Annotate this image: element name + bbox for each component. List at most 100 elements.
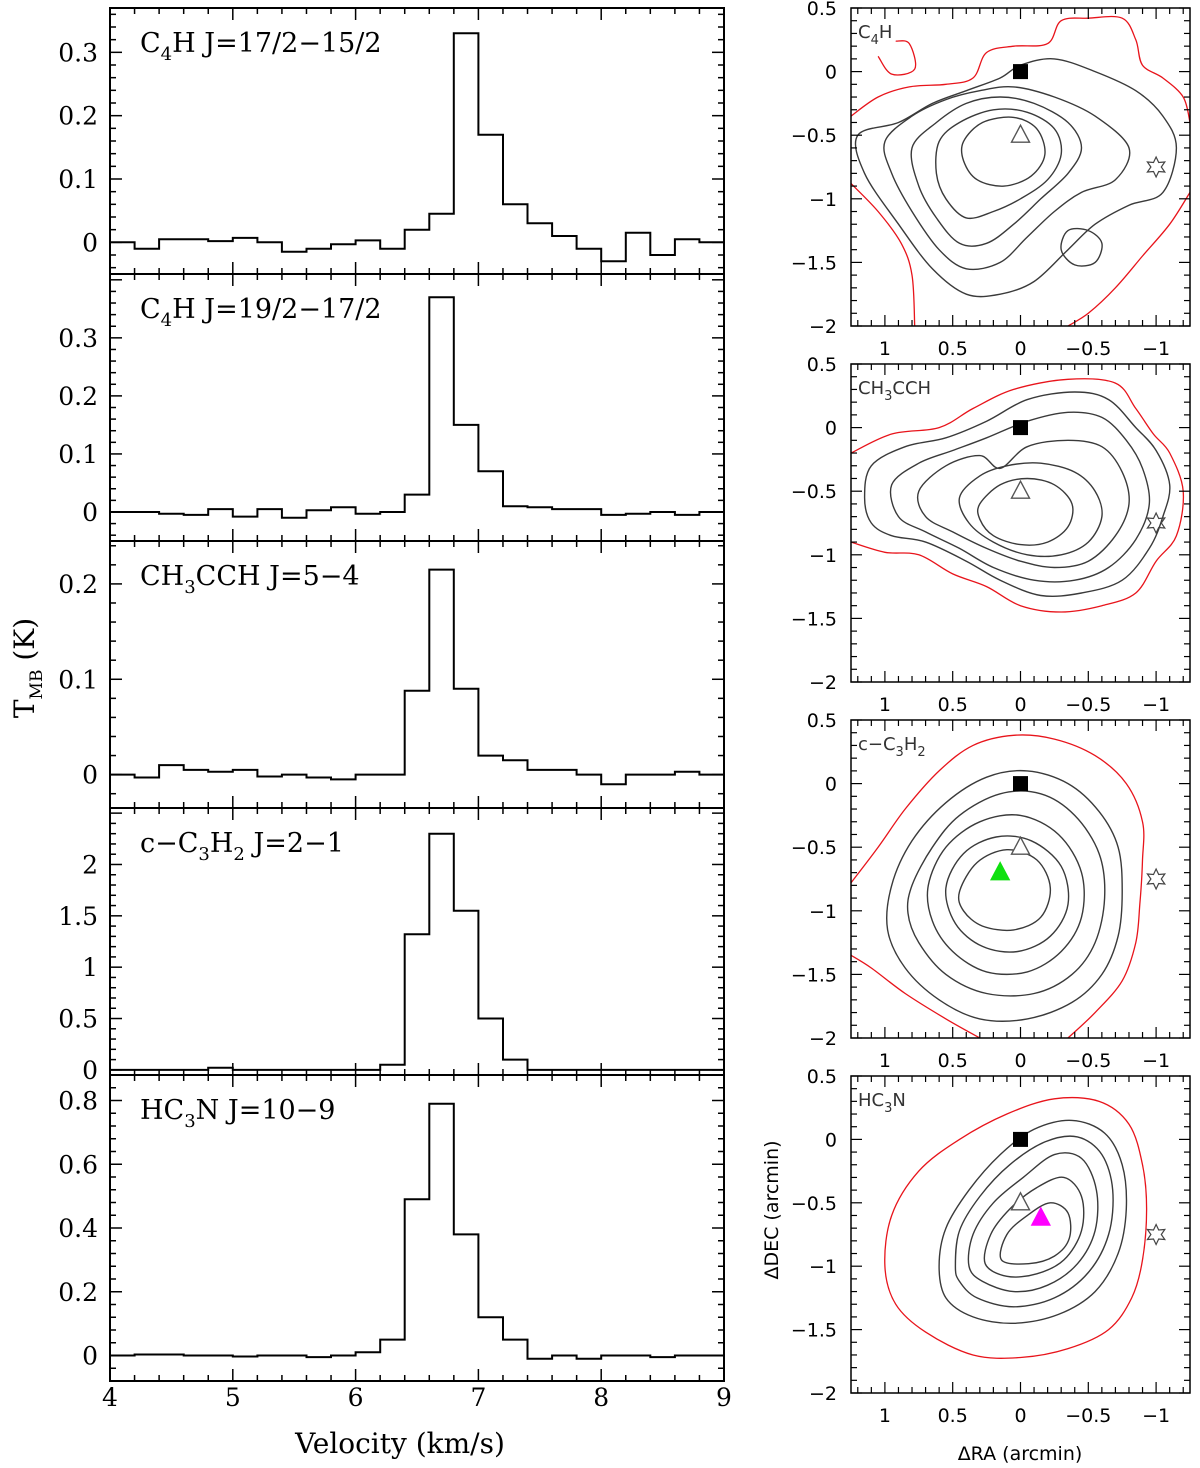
- y-title-unit: (K): [8, 618, 41, 670]
- y-tick-label: 0.2: [58, 102, 98, 131]
- open-triangle-marker: [1010, 479, 1031, 499]
- y-tick-label: 0: [825, 774, 837, 796]
- x-tick-label: 1: [879, 1050, 891, 1072]
- label-part: C: [140, 28, 161, 59]
- label-part: CCH J=5−4: [196, 561, 360, 592]
- x-tick-label: −1: [1142, 694, 1170, 716]
- x-tick-label: 7: [470, 1383, 486, 1412]
- y-tick-label: 0: [825, 1129, 837, 1151]
- open-triangle-marker: [1010, 835, 1031, 855]
- label-part: CH: [858, 378, 884, 399]
- contour-line: [958, 462, 1103, 558]
- y-tick-label: −1: [809, 1256, 837, 1278]
- contour-line: [854, 58, 1178, 298]
- outer-contour: [884, 1096, 1148, 1359]
- label-part: H: [210, 828, 234, 859]
- label-part: c−C: [140, 828, 198, 859]
- y-tick-label: 2: [82, 850, 98, 879]
- y-tick-label: 0: [82, 1342, 98, 1371]
- label-subscript: 2: [233, 844, 244, 865]
- spectrum-panel: 00.511.52c−C3H2 J=2−1: [58, 807, 725, 1085]
- y-tick-label: −2: [809, 672, 837, 694]
- square-marker: [1013, 64, 1028, 80]
- y-tick-label: −0.5: [791, 837, 837, 859]
- spectrum-panel: 0 0.2 0.4 0.6 0.8 HC3N J=10−9: [58, 1074, 725, 1382]
- x-tick-label: 9: [716, 1383, 732, 1412]
- y-tick-label: 0.6: [58, 1150, 98, 1179]
- contour-line: [944, 835, 1070, 953]
- y-tick-label: 0.1: [58, 440, 98, 469]
- y-tick-label: 0.5: [58, 1005, 98, 1034]
- contour-line: [954, 1135, 1114, 1308]
- label-subscript: 3: [896, 745, 904, 760]
- spectra-y-axis-title: TMB (K): [8, 618, 47, 718]
- label-subscript: 4: [161, 310, 172, 331]
- x-tick-label: 4: [102, 1383, 118, 1412]
- x-tick-label: −1: [1142, 338, 1170, 360]
- contour-line: [938, 1119, 1128, 1325]
- spectrum-label: c−C3H2 J=2−1: [140, 828, 344, 865]
- outer-contour: [851, 954, 981, 1038]
- y-tick-label: −1: [809, 901, 837, 923]
- x-tick-label: 0: [1014, 1405, 1026, 1427]
- label-subscript: 3: [884, 389, 892, 404]
- x-tick-label: −0.5: [1065, 694, 1111, 716]
- y-tick-label: −1.5: [791, 608, 837, 630]
- y-tick-label: 0.5: [807, 1066, 837, 1088]
- x-tick-label: 0: [1014, 338, 1026, 360]
- spectra-x-axis-title: Velocity (km/s): [294, 1427, 505, 1460]
- contour-line: [1060, 227, 1103, 267]
- label-part: HC: [858, 1090, 884, 1111]
- contour-line: [967, 1152, 1099, 1293]
- label-subscript: 3: [184, 577, 195, 598]
- y-tick-label: 1: [82, 953, 98, 982]
- contour-line: [906, 790, 1106, 997]
- contour-line: [886, 769, 1123, 1022]
- spectrum-panel: 0 0.1 0.2 0.3 C4H J=19/2−17/2: [58, 273, 725, 542]
- x-tick-label: 0: [1014, 1050, 1026, 1072]
- x-tick-label: 0.5: [938, 338, 968, 360]
- contour-line: [916, 439, 1130, 569]
- outer-contour: [851, 15, 1190, 123]
- spectrum-label: C4H J=17/2−15/2: [140, 28, 382, 65]
- label-part: H: [904, 734, 918, 755]
- y-tick-label: 0: [82, 228, 98, 257]
- y-tick-label: 0.1: [58, 665, 98, 694]
- outer-contour: [851, 378, 1185, 613]
- y-tick-label: −1.5: [791, 964, 837, 986]
- outer-contour: [877, 40, 917, 76]
- y-tick-label: 0.8: [58, 1087, 98, 1116]
- y-tick-label: 0.3: [58, 324, 98, 353]
- y-tick-label: 0: [82, 498, 98, 527]
- map-label: CH3CCH: [858, 378, 931, 404]
- y-tick-label: 0.2: [58, 570, 98, 599]
- y-title-sub: MB: [27, 670, 47, 700]
- y-tick-label: 0: [825, 62, 837, 84]
- label-subscript: 3: [198, 844, 209, 865]
- label-part: N J=10−9: [196, 1095, 336, 1126]
- contour-group: [851, 734, 1145, 1038]
- spectrum-label: HC3N J=10−9: [140, 1095, 335, 1132]
- contour-line: [977, 477, 1074, 546]
- x-tick-label: −1: [1142, 1405, 1170, 1427]
- map-frame: [850, 1075, 1191, 1394]
- y-tick-label: 0.2: [58, 1278, 98, 1307]
- contour-map-panel: 0.5 0 −0.5 −1 −1.5 −2 1 0.5 0 −0.5 −1 CH3CCH: [791, 354, 1191, 716]
- label-part: J=2−1: [245, 828, 344, 859]
- x-tick-label: 1: [879, 1405, 891, 1427]
- label-part: HC: [140, 1095, 184, 1126]
- y-tick-label: −1.5: [791, 252, 837, 274]
- x-tick-label: −0.5: [1065, 1050, 1111, 1072]
- x-tick-label: 0.5: [938, 1405, 968, 1427]
- map-label: C4H: [858, 22, 892, 48]
- map-x-axis-title: ΔRA (arcmin): [958, 1443, 1083, 1465]
- x-tick-label: 8: [593, 1383, 609, 1412]
- contour-line: [910, 96, 1083, 247]
- y-tick-label: −0.5: [791, 481, 837, 503]
- x-tick-label: 0: [1014, 694, 1026, 716]
- spectrum-label: C4H J=19/2−17/2: [140, 294, 382, 331]
- filled-triangle-marker: [1030, 1206, 1052, 1226]
- label-part: CCH: [892, 378, 931, 399]
